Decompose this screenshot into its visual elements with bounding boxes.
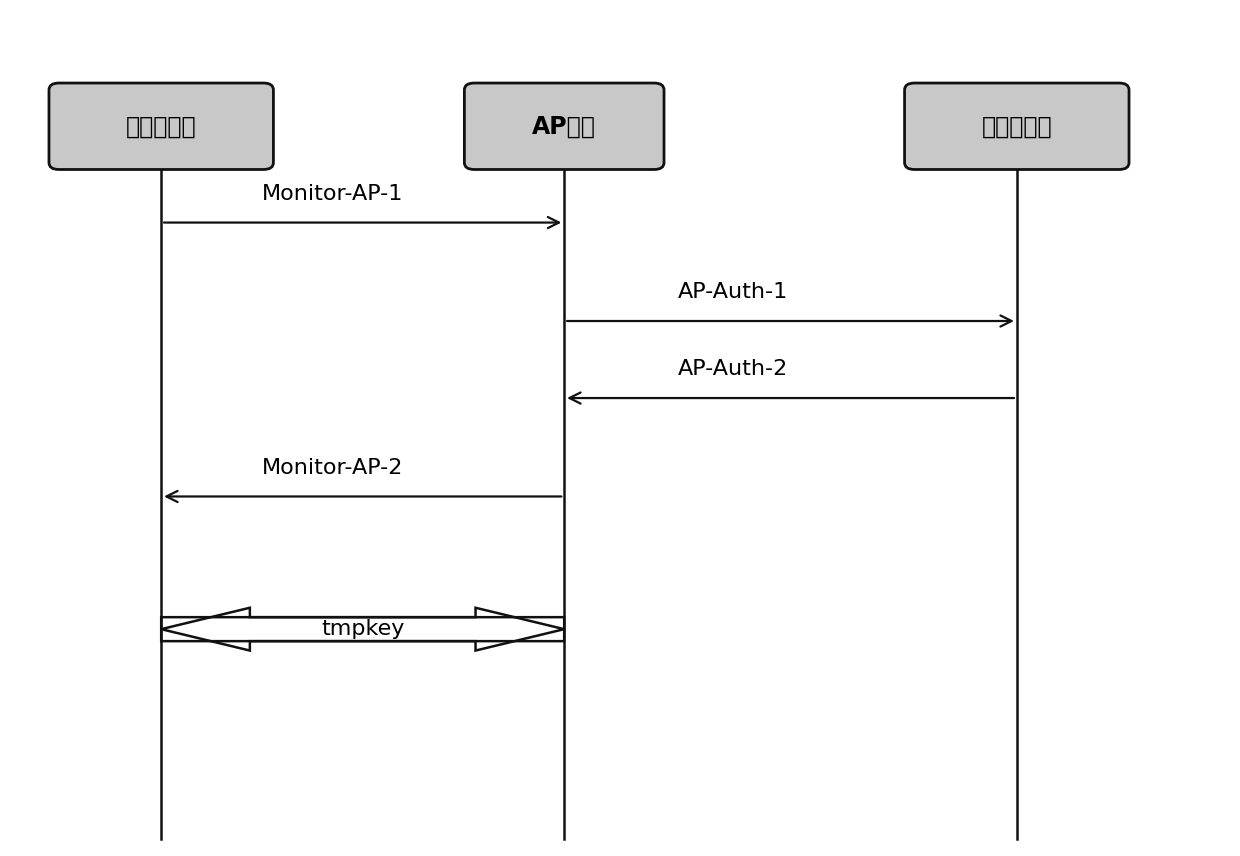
Text: Monitor-AP-1: Monitor-AP-1 <box>262 184 403 204</box>
Text: 运动监测仪: 运动监测仪 <box>126 114 196 139</box>
Text: Monitor-AP-2: Monitor-AP-2 <box>262 458 403 478</box>
Text: 认证服务器: 认证服务器 <box>982 114 1052 139</box>
Text: AP-Auth-1: AP-Auth-1 <box>677 282 787 302</box>
Text: tmpkey: tmpkey <box>321 619 404 639</box>
FancyBboxPatch shape <box>464 83 665 169</box>
Text: AP-Auth-2: AP-Auth-2 <box>677 360 787 379</box>
Text: AP设备: AP设备 <box>532 114 596 139</box>
FancyBboxPatch shape <box>50 83 273 169</box>
FancyBboxPatch shape <box>904 83 1128 169</box>
